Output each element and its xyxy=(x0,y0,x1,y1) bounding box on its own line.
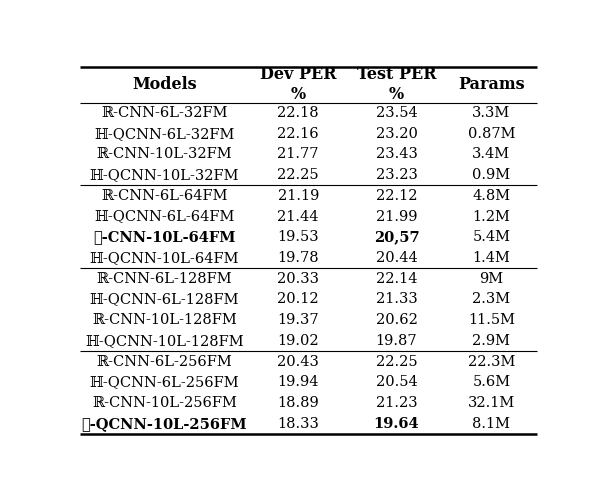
Text: ℝ-CNN-10L-64FM: ℝ-CNN-10L-64FM xyxy=(93,230,236,244)
Text: Params: Params xyxy=(458,76,525,93)
Text: 22.18: 22.18 xyxy=(278,106,319,120)
Text: 5.4M: 5.4M xyxy=(473,230,510,244)
Text: Test PER
%: Test PER % xyxy=(357,66,436,103)
Text: 4.8M: 4.8M xyxy=(473,189,510,203)
Text: 3.4M: 3.4M xyxy=(473,148,510,161)
Text: 1.2M: 1.2M xyxy=(473,210,510,223)
Text: 20.33: 20.33 xyxy=(278,272,319,286)
Text: ℝ-CNN-6L-128FM: ℝ-CNN-6L-128FM xyxy=(97,272,232,286)
Text: 8.1M: 8.1M xyxy=(473,417,510,430)
Text: ℍ-QCNN-6L-64FM: ℍ-QCNN-6L-64FM xyxy=(95,210,235,223)
Text: 5.6M: 5.6M xyxy=(473,375,510,389)
Text: 22.12: 22.12 xyxy=(376,189,417,203)
Text: 20,57: 20,57 xyxy=(374,230,420,244)
Text: 20.43: 20.43 xyxy=(278,355,319,369)
Text: 2.9M: 2.9M xyxy=(473,334,510,348)
Text: Dev PER
%: Dev PER % xyxy=(260,66,337,103)
Text: 20.12: 20.12 xyxy=(278,292,319,307)
Text: 23.43: 23.43 xyxy=(376,148,417,161)
Text: 0.9M: 0.9M xyxy=(473,168,510,182)
Text: 3.3M: 3.3M xyxy=(473,106,510,120)
Text: 22.14: 22.14 xyxy=(376,272,417,286)
Text: ℍ-QCNN-10L-256FM: ℍ-QCNN-10L-256FM xyxy=(82,417,247,430)
Text: 0.87M: 0.87M xyxy=(468,126,515,141)
Text: 19.02: 19.02 xyxy=(278,334,319,348)
Text: ℍ-QCNN-6L-32FM: ℍ-QCNN-6L-32FM xyxy=(95,126,235,141)
Text: 19.94: 19.94 xyxy=(278,375,319,389)
Text: 9M: 9M xyxy=(479,272,503,286)
Text: 19.87: 19.87 xyxy=(376,334,417,348)
Text: 23.54: 23.54 xyxy=(376,106,417,120)
Text: 2.3M: 2.3M xyxy=(473,292,510,307)
Text: 21.23: 21.23 xyxy=(376,396,417,410)
Text: 22.25: 22.25 xyxy=(278,168,319,182)
Text: 22.16: 22.16 xyxy=(278,126,319,141)
Text: 19.64: 19.64 xyxy=(374,417,420,430)
Text: 21.33: 21.33 xyxy=(376,292,417,307)
Text: 18.33: 18.33 xyxy=(278,417,319,430)
Text: 21.99: 21.99 xyxy=(376,210,417,223)
Text: 20.54: 20.54 xyxy=(376,375,417,389)
Text: ℍ-QCNN-6L-256FM: ℍ-QCNN-6L-256FM xyxy=(90,375,240,389)
Text: 19.78: 19.78 xyxy=(278,251,319,265)
Text: 22.25: 22.25 xyxy=(376,355,417,369)
Text: 11.5M: 11.5M xyxy=(468,313,515,327)
Text: 23.20: 23.20 xyxy=(376,126,417,141)
Text: 19.53: 19.53 xyxy=(278,230,319,244)
Text: 20.44: 20.44 xyxy=(376,251,417,265)
Text: 21.77: 21.77 xyxy=(278,148,319,161)
Text: 22.3M: 22.3M xyxy=(468,355,515,369)
Text: 32.1M: 32.1M xyxy=(468,396,515,410)
Text: 21.44: 21.44 xyxy=(278,210,319,223)
Text: ℍ-QCNN-10L-128FM: ℍ-QCNN-10L-128FM xyxy=(85,334,244,348)
Text: 23.23: 23.23 xyxy=(376,168,417,182)
Text: 18.89: 18.89 xyxy=(278,396,319,410)
Text: ℝ-CNN-6L-32FM: ℝ-CNN-6L-32FM xyxy=(101,106,228,120)
Text: ℍ-QCNN-6L-128FM: ℍ-QCNN-6L-128FM xyxy=(90,292,239,307)
Text: 20.62: 20.62 xyxy=(376,313,417,327)
Text: 19.37: 19.37 xyxy=(278,313,319,327)
Text: ℝ-CNN-6L-256FM: ℝ-CNN-6L-256FM xyxy=(97,355,232,369)
Text: Models: Models xyxy=(132,76,197,93)
Text: ℝ-CNN-6L-64FM: ℝ-CNN-6L-64FM xyxy=(101,189,228,203)
Text: ℍ-QCNN-10L-32FM: ℍ-QCNN-10L-32FM xyxy=(90,168,239,182)
Text: ℍ-QCNN-10L-64FM: ℍ-QCNN-10L-64FM xyxy=(90,251,239,265)
Text: ℝ-CNN-10L-32FM: ℝ-CNN-10L-32FM xyxy=(97,148,232,161)
Text: ℝ-CNN-10L-128FM: ℝ-CNN-10L-128FM xyxy=(92,313,237,327)
Text: ℝ-CNN-10L-256FM: ℝ-CNN-10L-256FM xyxy=(92,396,237,410)
Text: 21.19: 21.19 xyxy=(278,189,319,203)
Text: 1.4M: 1.4M xyxy=(473,251,510,265)
